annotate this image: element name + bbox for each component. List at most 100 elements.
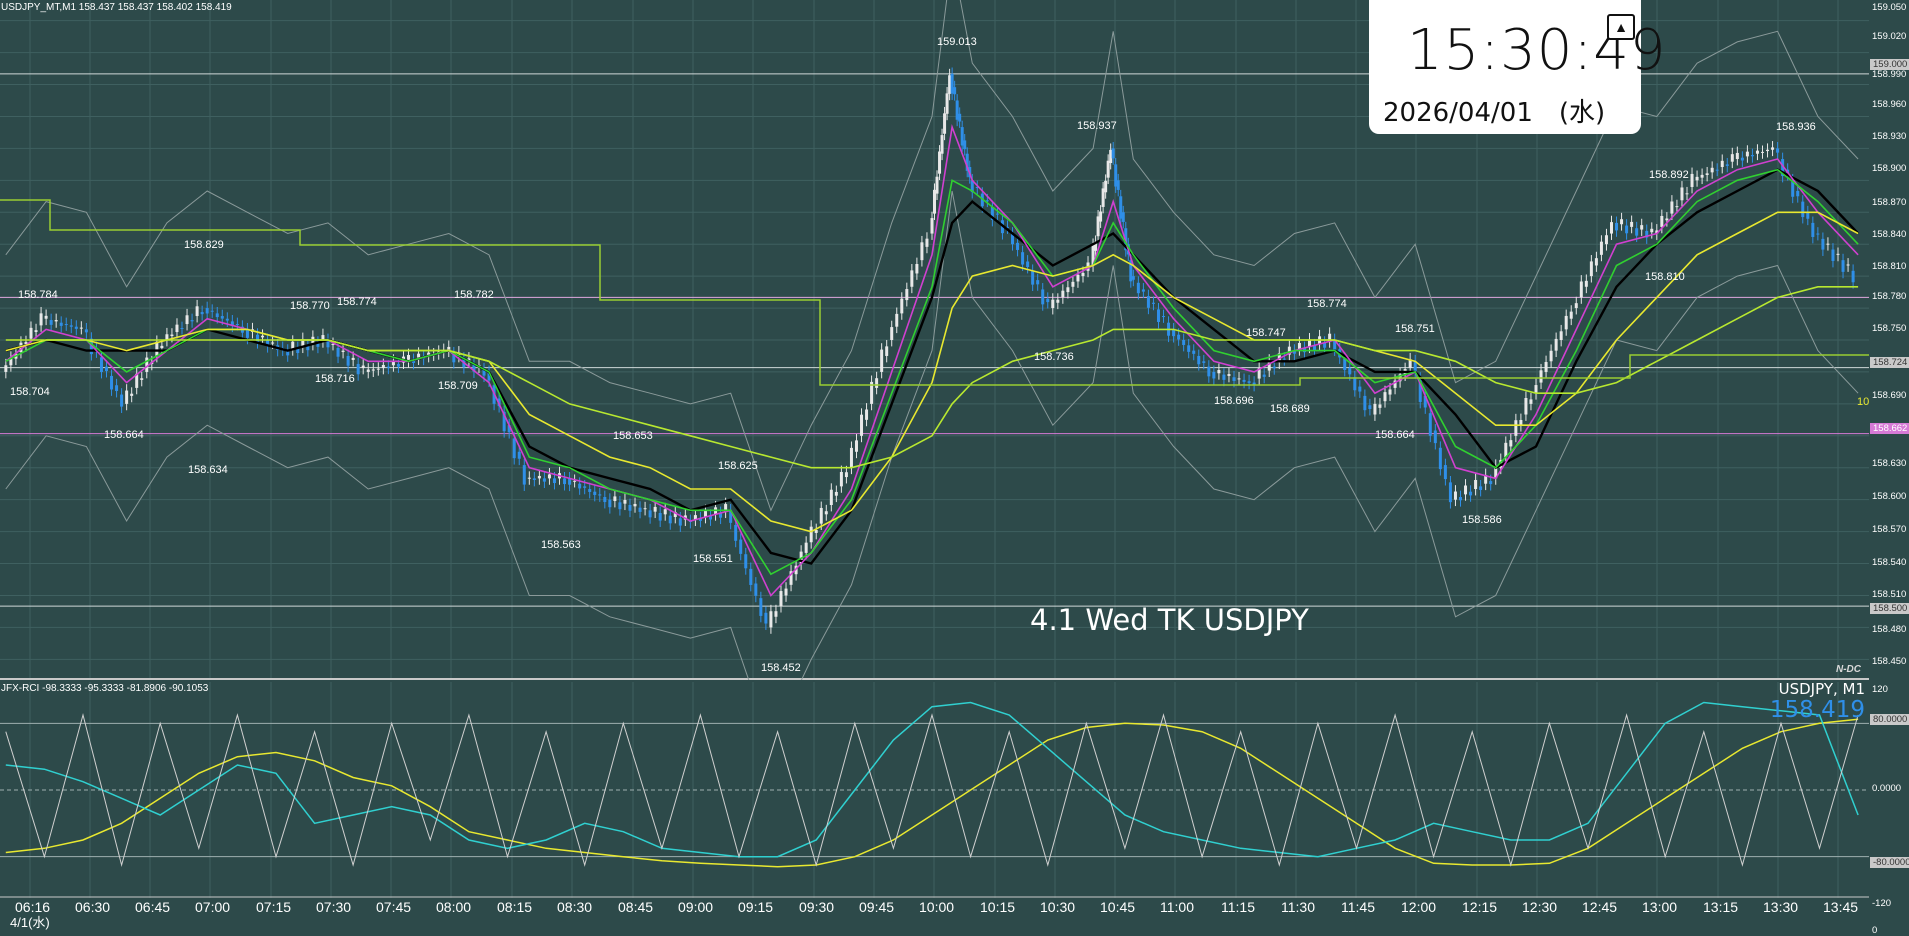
candle-body [759,598,763,616]
candle-body [1021,252,1025,265]
candle-body [824,511,828,515]
extreme-price-label: 159.013 [937,36,977,48]
candle-body [764,612,768,624]
clock-widget: 15:30:49 ▲ 2026/04/01 (水) [1369,0,1666,134]
price-axis-label: 158.900 [1872,163,1907,174]
candle-body [870,381,874,404]
candle-body [407,355,411,362]
candle-body [1041,289,1045,305]
candle-body [1413,361,1417,373]
time-axis-label: 13:15 [1703,899,1739,915]
candle-body [975,186,979,189]
candle-body [1806,212,1810,219]
candle-body [316,342,320,347]
candle-body [537,475,541,479]
candle-body [1162,316,1166,318]
candle-body [774,611,778,617]
extreme-price-label: 158.829 [184,239,224,251]
step-line [0,199,1869,386]
candle-body [59,322,63,326]
candle-body [1609,222,1613,234]
time-axis-label: 11:15 [1221,899,1255,915]
rci-line [5,713,1859,867]
price-axis-label: 158.870 [1872,197,1907,208]
rci-line [5,701,1859,858]
extreme-price-label: 158.664 [1375,429,1415,441]
candle-body [638,507,642,512]
pin-icon[interactable]: ▲ [1607,14,1635,40]
date-label: 4/1(水) [10,915,50,930]
candle-body [1599,241,1603,255]
candle-body [1745,151,1749,157]
candle-body [261,335,265,338]
rci-axis-label: -120 [1872,898,1892,909]
candle-body [1725,164,1729,166]
rci-indicator-pane[interactable] [0,682,1869,898]
candle-body [938,151,942,174]
candle-body [724,504,728,512]
extreme-price-label: 158.452 [761,662,801,674]
candle-body [64,324,68,326]
candle-body [860,414,864,436]
extreme-price-label: 158.551 [693,553,733,565]
candle-body [130,393,134,396]
candle-body [1026,261,1030,268]
candle-body [1448,482,1452,503]
candle-body [1262,374,1266,377]
candle-body [135,373,139,388]
rci-axis-label: 0.0000 [1872,783,1902,794]
time-axis-label: 10:30 [1040,899,1076,915]
candle-body [49,320,53,325]
time-axis-label: 07:45 [376,899,412,915]
candle-body [1514,420,1518,436]
time-axis[interactable]: 06:16 06:30 06:45 07:00 07:15 07:30 07:45 08:00… [0,899,1869,936]
price-axis-label: 158.960 [1872,99,1907,110]
candle-body [940,135,944,154]
extreme-price-label: 158.625 [718,460,758,472]
candle-body [789,571,793,585]
candle-body [386,366,390,368]
candle-body [361,365,365,368]
candle-body [175,324,179,333]
candle-body [754,583,758,596]
candle-body [1202,361,1206,363]
candle-body [1099,211,1103,222]
time-axis-label: 11:45 [1341,899,1375,915]
candle-body [1594,258,1598,266]
time-axis-label: 08:30 [557,899,593,915]
candle-body [69,325,73,327]
candle-body [930,218,934,234]
candle-body [709,515,713,520]
candle-body [1197,355,1201,365]
candle-body [321,335,325,342]
candle-body [729,510,733,523]
candle-body [472,363,476,372]
candle-body [648,510,652,518]
candle-body [1106,160,1110,178]
candle-body [225,318,229,321]
price-axis[interactable]: 159.050 159.020 159.000 158.990 158.960 158.9… [1869,0,1909,936]
extreme-price-label: 158.774 [1307,298,1347,310]
candle-body [1831,249,1835,261]
price-axis-label: 158.630 [1872,458,1907,469]
candle-body [935,176,939,194]
candle-body [74,326,78,329]
candle-body [1670,201,1674,214]
candle-body [351,357,355,360]
candle-body [1207,366,1211,377]
candle-body [945,93,949,114]
chart-header-info: USDJPY_MT,M1 158.437 158.437 158.402 158… [1,2,232,13]
candle-body [568,478,572,485]
candle-body [165,334,169,340]
candle-body [1760,151,1764,153]
candle-body [376,368,380,370]
candle-body [1076,274,1080,282]
candle-body [1836,253,1840,255]
nav-badge: N-DC [1836,664,1861,675]
candle-body [693,515,697,520]
candle-body [1776,148,1780,153]
candle-body [522,465,526,485]
candle-body [1363,395,1367,411]
candle-body [170,334,174,337]
time-axis-label: 07:30 [316,899,352,915]
